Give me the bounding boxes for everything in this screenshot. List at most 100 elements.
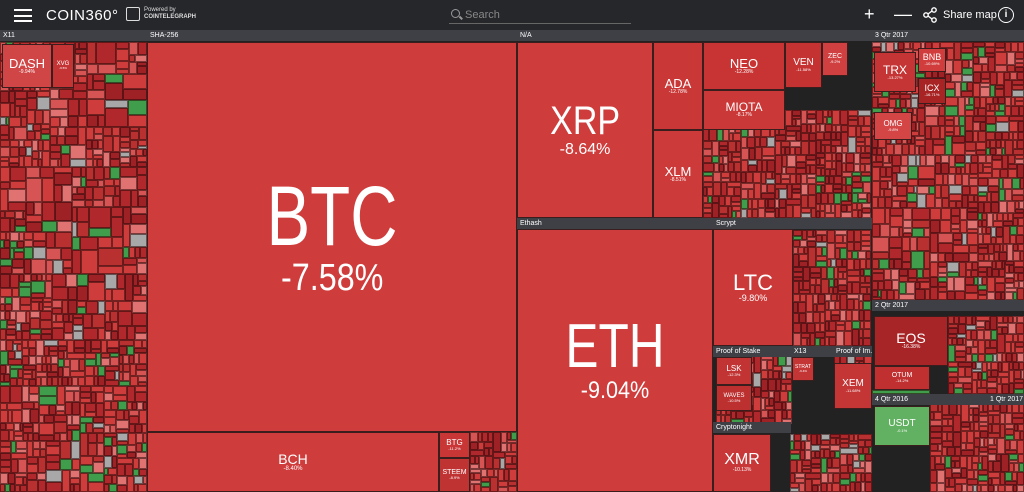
small-coin-tile[interactable] (98, 301, 105, 314)
small-coin-tile[interactable] (962, 233, 967, 245)
small-coin-tile[interactable] (827, 230, 835, 243)
small-coin-tile[interactable] (1002, 362, 1009, 372)
small-coin-tile[interactable] (925, 106, 939, 116)
small-coin-tile[interactable] (10, 386, 22, 403)
small-coin-tile[interactable] (811, 124, 816, 133)
small-coin-tile[interactable] (825, 169, 830, 176)
small-coin-tile[interactable] (990, 104, 995, 111)
small-coin-tile[interactable] (981, 485, 988, 492)
small-coin-tile[interactable] (27, 131, 35, 140)
small-coin-tile[interactable] (904, 42, 910, 49)
small-coin-tile[interactable] (999, 189, 1005, 201)
small-coin-tile[interactable] (935, 185, 941, 198)
small-coin-tile[interactable] (713, 182, 721, 196)
small-coin-tile[interactable] (818, 294, 825, 304)
small-coin-tile[interactable] (872, 224, 880, 237)
small-coin-tile[interactable] (74, 348, 85, 353)
small-coin-tile[interactable] (856, 142, 865, 146)
small-coin-tile[interactable] (10, 274, 19, 288)
small-coin-tile[interactable] (120, 157, 130, 163)
small-coin-tile[interactable] (1007, 65, 1015, 72)
small-coin-tile[interactable] (42, 202, 55, 221)
small-coin-tile[interactable] (978, 227, 982, 234)
small-coin-tile[interactable] (840, 310, 846, 321)
small-coin-tile[interactable] (63, 268, 72, 274)
small-coin-tile[interactable] (787, 410, 792, 419)
small-coin-tile[interactable] (44, 340, 58, 346)
small-coin-tile[interactable] (10, 248, 14, 259)
small-coin-tile[interactable] (829, 321, 836, 331)
coin-tile-eos[interactable]: EOS -16.38% (874, 316, 948, 366)
small-coin-tile[interactable] (16, 323, 21, 331)
small-coin-tile[interactable] (1008, 316, 1013, 323)
small-coin-tile[interactable] (0, 453, 11, 460)
small-coin-tile[interactable] (129, 42, 138, 55)
small-coin-tile[interactable] (30, 318, 40, 329)
small-coin-tile[interactable] (955, 291, 965, 300)
small-coin-tile[interactable] (96, 392, 104, 403)
small-coin-tile[interactable] (974, 97, 980, 108)
small-coin-tile[interactable] (120, 148, 130, 152)
small-coin-tile[interactable] (862, 208, 871, 213)
small-coin-tile[interactable] (982, 456, 988, 470)
small-coin-tile[interactable] (809, 133, 816, 141)
small-coin-tile[interactable] (1013, 140, 1017, 149)
small-coin-tile[interactable] (990, 140, 996, 148)
small-coin-tile[interactable] (137, 167, 147, 175)
q4-small-coins-mosaic[interactable] (930, 404, 1024, 492)
small-coin-tile[interactable] (986, 140, 990, 148)
small-coin-tile[interactable] (985, 348, 997, 354)
small-coin-tile[interactable] (988, 449, 997, 454)
small-coin-tile[interactable] (982, 213, 987, 220)
small-coin-tile[interactable] (119, 381, 130, 386)
small-coin-tile[interactable] (137, 402, 143, 410)
small-coin-tile[interactable] (747, 209, 752, 218)
small-coin-tile[interactable] (137, 66, 147, 74)
small-coin-tile[interactable] (113, 301, 118, 311)
small-coin-tile[interactable] (965, 293, 978, 300)
small-coin-tile[interactable] (98, 180, 104, 187)
small-coin-tile[interactable] (810, 165, 816, 174)
small-coin-tile[interactable] (1002, 132, 1009, 140)
small-coin-tile[interactable] (736, 211, 741, 218)
small-coin-tile[interactable] (899, 294, 915, 300)
small-coin-tile[interactable] (952, 338, 957, 345)
small-coin-tile[interactable] (790, 450, 800, 454)
small-coin-tile[interactable] (17, 378, 23, 386)
small-coin-tile[interactable] (891, 269, 899, 280)
small-coin-tile[interactable] (987, 377, 997, 382)
small-coin-tile[interactable] (940, 126, 945, 139)
small-coin-tile[interactable] (854, 299, 859, 310)
small-coin-tile[interactable] (866, 259, 871, 269)
small-coin-tile[interactable] (116, 49, 129, 61)
small-coin-tile[interactable] (10, 181, 26, 189)
small-coin-tile[interactable] (86, 159, 93, 167)
small-coin-tile[interactable] (954, 277, 965, 291)
coin-tile-xrp[interactable]: XRP -8.64% (517, 42, 653, 218)
small-coin-tile[interactable] (840, 465, 848, 473)
small-coin-tile[interactable] (801, 208, 811, 213)
small-coin-tile[interactable] (1005, 265, 1009, 273)
small-coin-tile[interactable] (859, 310, 864, 321)
small-coin-tile[interactable] (1002, 353, 1006, 362)
small-coin-tile[interactable] (858, 199, 867, 203)
small-coin-tile[interactable] (136, 433, 143, 443)
small-coin-tile[interactable] (719, 156, 723, 164)
small-coin-tile[interactable] (938, 292, 947, 300)
small-coin-tile[interactable] (903, 208, 912, 220)
small-coin-tile[interactable] (108, 468, 117, 475)
small-coin-tile[interactable] (1007, 244, 1013, 261)
small-coin-tile[interactable] (930, 451, 942, 456)
small-coin-tile[interactable] (942, 432, 947, 441)
small-coin-tile[interactable] (938, 233, 953, 243)
small-coin-tile[interactable] (65, 127, 78, 136)
small-coin-tile[interactable] (32, 151, 39, 159)
small-coin-tile[interactable] (995, 132, 1002, 140)
small-coin-tile[interactable] (863, 301, 871, 310)
small-coin-tile[interactable] (12, 259, 24, 268)
small-coin-tile[interactable] (860, 287, 867, 294)
small-coin-tile[interactable] (942, 441, 953, 447)
small-coin-tile[interactable] (760, 137, 767, 147)
small-coin-tile[interactable] (54, 422, 67, 433)
small-coin-tile[interactable] (703, 163, 714, 172)
